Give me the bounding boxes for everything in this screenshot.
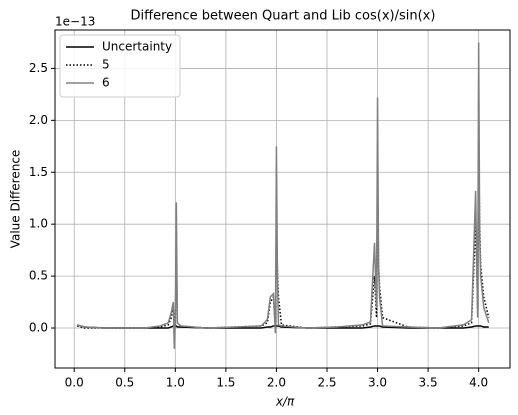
x-tick-label: 0.5 [115, 376, 134, 390]
x-tick-label: 1.0 [166, 376, 185, 390]
legend: Uncertainty 5 6 [59, 34, 181, 98]
x-tick-label: 2.0 [267, 376, 286, 390]
x-axis-label: x/π [275, 395, 295, 409]
x-tick-label: 0.0 [65, 376, 84, 390]
plot-frame [54, 29, 511, 369]
x-tick-label: 2.5 [317, 376, 336, 390]
y-tick-label: 0.0 [29, 321, 48, 335]
series-line [77, 141, 490, 329]
x-tick-label: 3.5 [419, 376, 438, 390]
legend-label: 6 [102, 76, 110, 90]
y-tick-label: 0.5 [29, 269, 48, 283]
x-tick-label: 1.5 [216, 376, 235, 390]
series-line [77, 42, 490, 349]
legend-label: 5 [102, 58, 110, 72]
y-axis-label: Value Difference [9, 150, 23, 249]
y-offset-label: 1e−13 [55, 15, 95, 29]
y-tick-label: 1.5 [29, 165, 48, 179]
x-tick-label: 4.0 [469, 376, 488, 390]
y-tick-label: 2.5 [29, 61, 48, 75]
legend-frame [59, 34, 181, 98]
x-tick-label: 3.0 [368, 376, 387, 390]
legend-label: Uncertainty [102, 40, 172, 54]
chart-title: Difference between Quart and Lib cos(x)/… [131, 9, 436, 24]
y-tick-label: 2.0 [29, 113, 48, 127]
series-line [77, 324, 489, 329]
y-tick-label: 1.0 [29, 217, 48, 231]
